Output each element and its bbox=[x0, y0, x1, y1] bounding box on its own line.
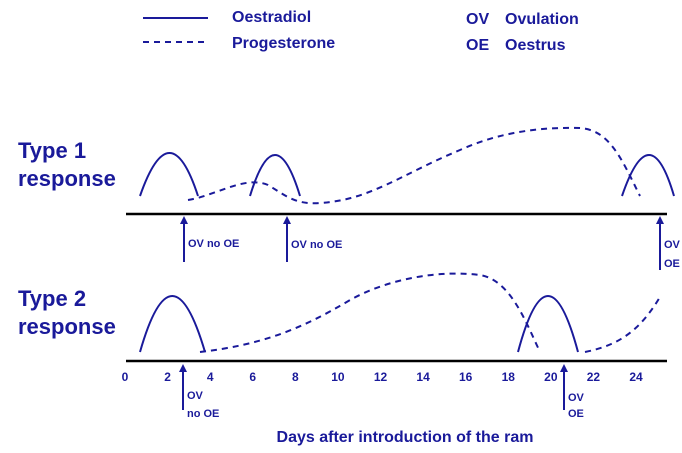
arrow-head bbox=[560, 364, 568, 372]
tick-label: 14 bbox=[416, 370, 430, 384]
tick-labels: 0 2 4 6 8 10 12 14 16 18 20 22 24 bbox=[122, 370, 643, 384]
tick-label: 20 bbox=[544, 370, 558, 384]
legend-text: Oestrus bbox=[505, 37, 566, 54]
oestradiol-curve bbox=[621, 154, 675, 197]
legend-text: Ovulation bbox=[505, 11, 579, 28]
legend-text: Progesterone bbox=[232, 35, 335, 52]
annotation: OV no OE bbox=[188, 238, 239, 250]
row-label: Type 2 bbox=[18, 286, 86, 311]
annotation: OV no OE bbox=[291, 239, 342, 251]
progesterone-curve bbox=[199, 272, 541, 353]
tick-label: 4 bbox=[207, 370, 214, 384]
arrow-head bbox=[656, 216, 664, 224]
arrow-head bbox=[283, 216, 291, 224]
annotation: OE bbox=[664, 258, 680, 270]
tick-label: 8 bbox=[292, 370, 299, 384]
tick-label: 2 bbox=[164, 370, 171, 384]
oestradiol-curve bbox=[139, 295, 206, 353]
tick-label: 0 bbox=[122, 370, 129, 384]
row-label: Type 1 bbox=[18, 138, 86, 163]
arrow-head bbox=[180, 216, 188, 224]
tick-label: 10 bbox=[331, 370, 345, 384]
annotation: OV bbox=[664, 239, 681, 251]
tick-label: 12 bbox=[374, 370, 388, 384]
oestradiol-curve bbox=[517, 295, 579, 353]
tick-label: 18 bbox=[502, 370, 516, 384]
annotation: OV bbox=[568, 392, 585, 404]
axis-title: Days after introduction of the ram bbox=[277, 429, 534, 446]
tick-label: 6 bbox=[249, 370, 256, 384]
progesterone-curve bbox=[584, 296, 661, 353]
tick-label: 24 bbox=[629, 370, 643, 384]
legend-text: OV bbox=[466, 11, 489, 28]
row-label: response bbox=[18, 166, 116, 191]
legend-text: OE bbox=[466, 37, 489, 54]
tick-label: 22 bbox=[587, 370, 601, 384]
annotation: OV bbox=[187, 390, 204, 402]
tick-label: 16 bbox=[459, 370, 473, 384]
legend-text: Oestradiol bbox=[232, 9, 311, 26]
annotation: no OE bbox=[187, 408, 219, 420]
oestradiol-curve bbox=[249, 154, 301, 197]
annotation: OE bbox=[568, 408, 584, 420]
row-label: response bbox=[18, 314, 116, 339]
oestradiol-curve bbox=[139, 152, 199, 197]
arrow-head bbox=[179, 364, 187, 372]
progesterone-curve bbox=[187, 126, 641, 205]
